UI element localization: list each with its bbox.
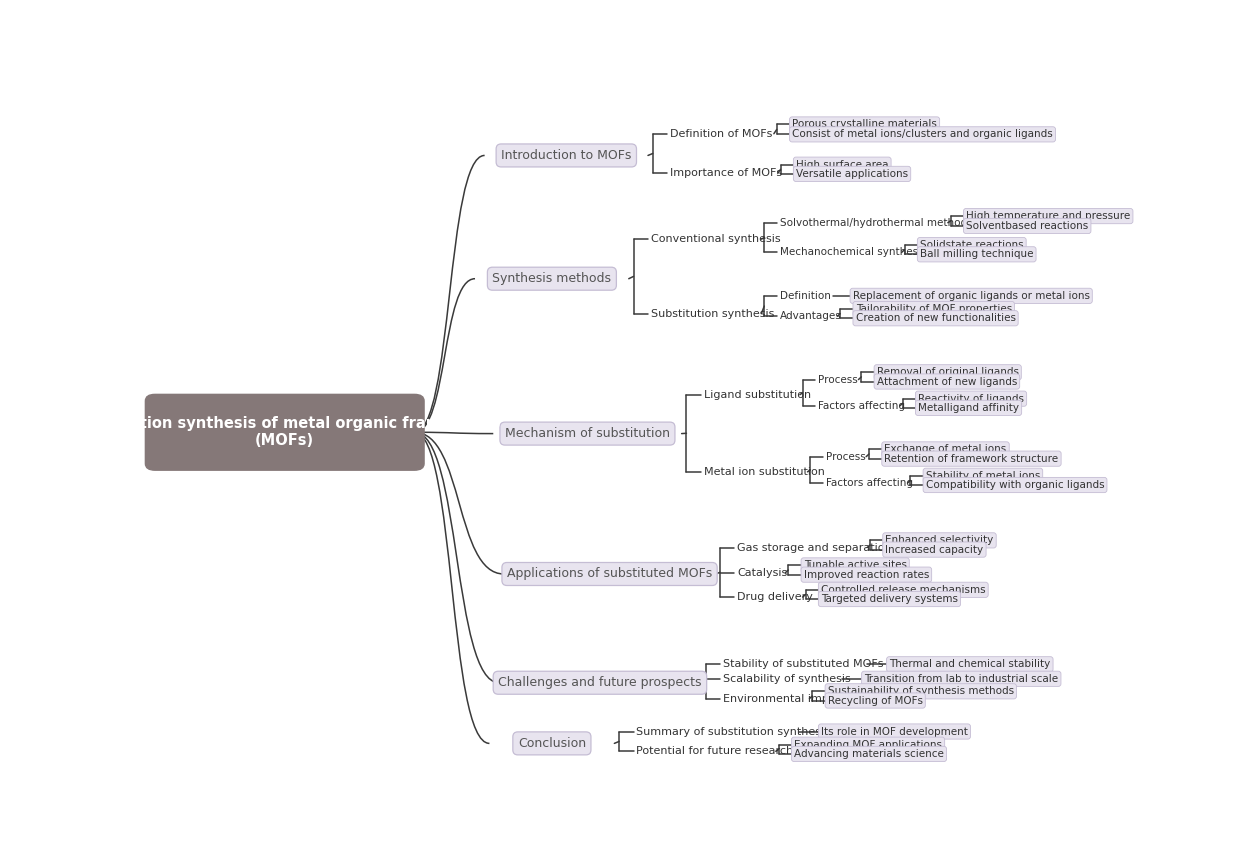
Text: Drug delivery: Drug delivery xyxy=(738,592,813,602)
Text: Recycling of MOFs: Recycling of MOFs xyxy=(828,696,923,705)
Text: Thermal and chemical stability: Thermal and chemical stability xyxy=(889,659,1050,669)
Text: Solventbased reactions: Solventbased reactions xyxy=(966,221,1089,231)
Text: Compatibility with organic ligands: Compatibility with organic ligands xyxy=(926,480,1105,490)
Text: Versatile applications: Versatile applications xyxy=(796,169,908,179)
Text: Stability of metal ions: Stability of metal ions xyxy=(926,471,1040,481)
Text: Metalligand affinity: Metalligand affinity xyxy=(918,403,1019,413)
Text: Mechanochemical synthesis: Mechanochemical synthesis xyxy=(780,247,926,258)
Text: Substitution synthesis of metal organic frameworks
(MOFs): Substitution synthesis of metal organic … xyxy=(69,416,500,449)
FancyBboxPatch shape xyxy=(145,395,424,470)
Text: Importance of MOFs: Importance of MOFs xyxy=(670,169,782,178)
Text: Process: Process xyxy=(818,375,858,384)
Text: High temperature and pressure: High temperature and pressure xyxy=(966,211,1131,221)
Text: Consist of metal ions/clusters and organic ligands: Consist of metal ions/clusters and organ… xyxy=(792,129,1053,140)
Text: Solidstate reactions: Solidstate reactions xyxy=(920,240,1023,250)
Text: Advantages: Advantages xyxy=(780,312,842,321)
Text: Factors affecting: Factors affecting xyxy=(818,401,905,411)
Text: Sustainability of synthesis methods: Sustainability of synthesis methods xyxy=(828,687,1014,696)
Text: Solvothermal/hydrothermal methods: Solvothermal/hydrothermal methods xyxy=(780,217,972,228)
Text: High surface area: High surface area xyxy=(796,160,889,169)
Text: Expanding MOF applications: Expanding MOF applications xyxy=(794,740,942,750)
Text: Process: Process xyxy=(826,452,866,461)
Text: Improved reaction rates: Improved reaction rates xyxy=(804,569,929,580)
Text: Mechanism of substitution: Mechanism of substitution xyxy=(505,427,670,440)
Text: Controlled release mechanisms: Controlled release mechanisms xyxy=(821,585,986,595)
Text: Definition: Definition xyxy=(780,291,831,300)
Text: Gas storage and separation: Gas storage and separation xyxy=(738,543,892,553)
Text: Metal ion substitution: Metal ion substitution xyxy=(704,467,825,477)
Text: Removal of original ligands: Removal of original ligands xyxy=(877,367,1019,377)
Text: Exchange of metal ions: Exchange of metal ions xyxy=(884,444,1007,455)
Text: Increased capacity: Increased capacity xyxy=(885,544,983,555)
Text: Enhanced selectivity: Enhanced selectivity xyxy=(885,535,993,545)
Text: Stability of substituted MOFs: Stability of substituted MOFs xyxy=(723,659,883,669)
Text: Definition of MOFs: Definition of MOFs xyxy=(670,128,773,139)
Text: Its role in MOF development: Its role in MOF development xyxy=(821,727,968,736)
Text: Applications of substituted MOFs: Applications of substituted MOFs xyxy=(507,568,712,580)
Text: Catalysis: Catalysis xyxy=(738,568,787,578)
Text: Potential for future research: Potential for future research xyxy=(636,746,794,757)
Text: Tailorability of MOF properties: Tailorability of MOF properties xyxy=(856,304,1012,314)
Text: Reactivity of ligands: Reactivity of ligands xyxy=(918,394,1024,404)
Text: Retention of framework structure: Retention of framework structure xyxy=(884,454,1059,464)
Text: Tunable active sites: Tunable active sites xyxy=(804,561,906,570)
Text: Attachment of new ligands: Attachment of new ligands xyxy=(877,377,1017,387)
Text: Conclusion: Conclusion xyxy=(518,737,587,750)
Text: Synthesis methods: Synthesis methods xyxy=(492,272,611,285)
Text: Ligand substitution: Ligand substitution xyxy=(704,389,811,400)
Text: Ball milling technique: Ball milling technique xyxy=(920,249,1033,259)
Text: Scalability of synthesis: Scalability of synthesis xyxy=(723,674,851,684)
Text: Targeted delivery systems: Targeted delivery systems xyxy=(821,594,959,604)
Text: Transition from lab to industrial scale: Transition from lab to industrial scale xyxy=(864,674,1059,684)
Text: Substitution synthesis: Substitution synthesis xyxy=(651,309,774,318)
Text: Conventional synthesis: Conventional synthesis xyxy=(651,235,780,244)
Text: Advancing materials science: Advancing materials science xyxy=(794,749,944,759)
Text: Summary of substitution synthesis: Summary of substitution synthesis xyxy=(636,727,831,736)
Text: Creation of new functionalities: Creation of new functionalities xyxy=(856,313,1016,324)
Text: Challenges and future prospects: Challenges and future prospects xyxy=(498,676,702,689)
Text: Introduction to MOFs: Introduction to MOFs xyxy=(501,149,631,162)
Text: Replacement of organic ligands or metal ions: Replacement of organic ligands or metal … xyxy=(853,291,1090,300)
Text: Porous crystalline materials: Porous crystalline materials xyxy=(792,120,937,129)
Text: Factors affecting: Factors affecting xyxy=(826,478,913,488)
Text: Environmental impact: Environmental impact xyxy=(723,693,846,704)
